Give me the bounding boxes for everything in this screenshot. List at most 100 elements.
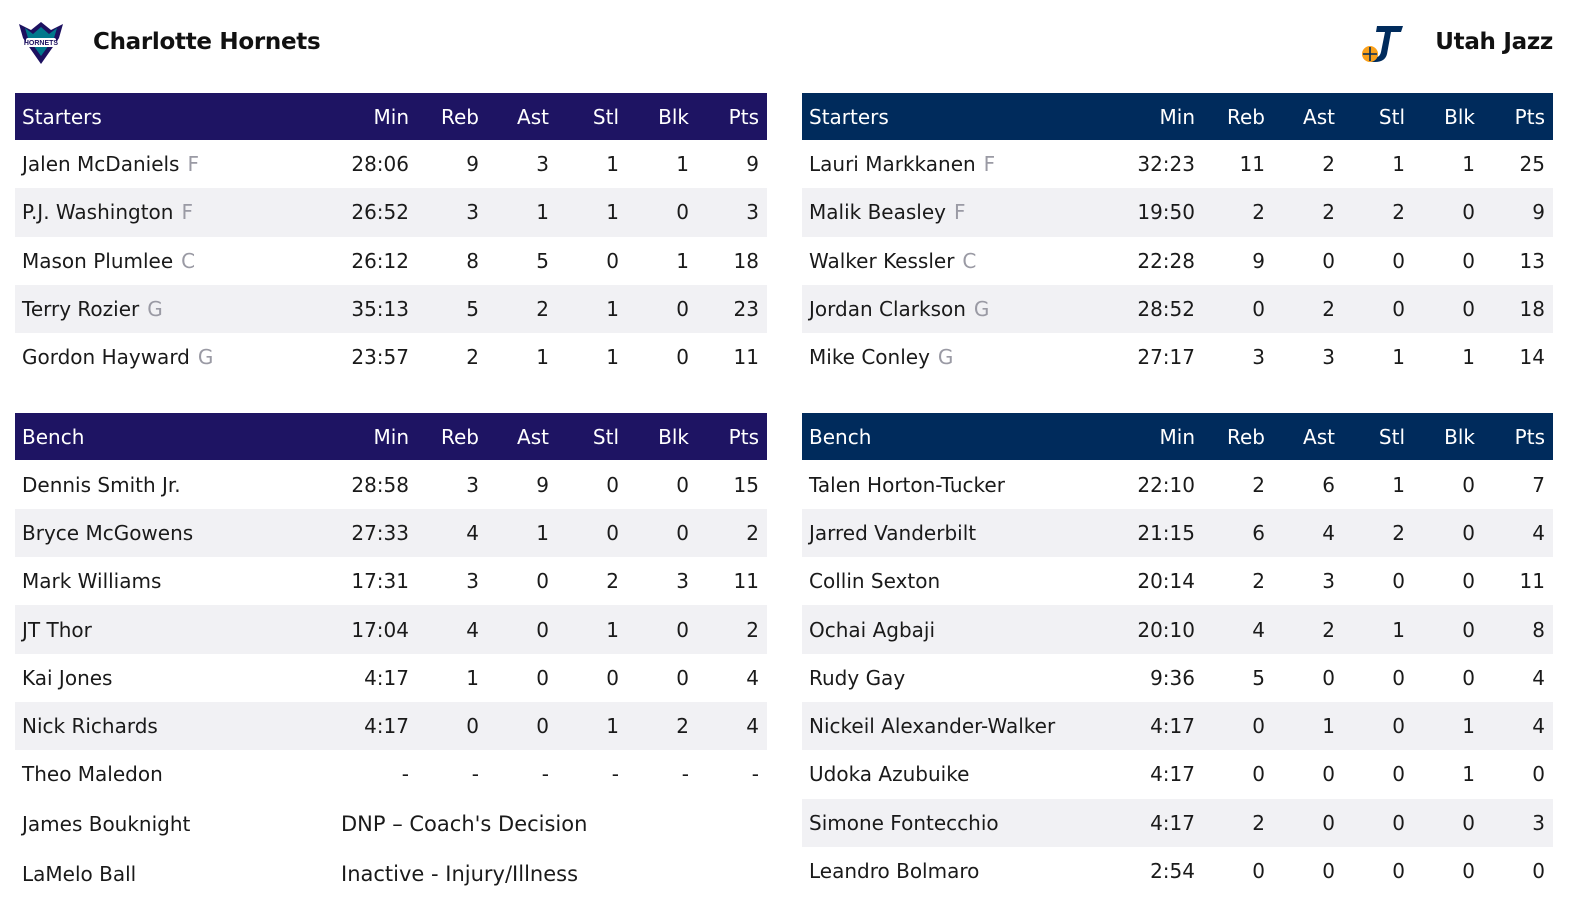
hornets-logo-icon[interactable]: HORNETS <box>15 16 67 68</box>
player-row[interactable]: P.J. Washington F 26:52 3 1 1 0 3 <box>15 188 767 237</box>
stat-blk: 0 <box>1462 859 1475 883</box>
player-name-link[interactable]: Jalen McDaniels <box>22 152 180 177</box>
player-name-link[interactable]: Kai Jones <box>22 665 113 690</box>
player-row[interactable]: Theo Maledon - - - - - - <box>15 750 767 798</box>
col-pts-header[interactable]: Pts <box>1483 413 1553 461</box>
col-reb-header[interactable]: Reb <box>1203 93 1273 140</box>
player-row[interactable]: Mark Williams 17:31 3 0 2 3 11 <box>15 557 767 605</box>
col-reb-header[interactable]: Reb <box>417 413 487 461</box>
player-position: F <box>187 152 199 177</box>
home-team-name[interactable]: Charlotte Hornets <box>93 29 321 55</box>
col-stl-header[interactable]: Stl <box>557 93 627 140</box>
player-name-link[interactable]: Walker Kessler <box>809 248 955 273</box>
player-row[interactable]: JT Thor 17:04 4 0 1 0 2 <box>15 605 767 654</box>
player-name-link[interactable]: Collin Sexton <box>809 569 941 594</box>
col-pts-header[interactable]: Pts <box>697 413 767 461</box>
player-row[interactable]: Simone Fontecchio 4:17 2 0 0 0 3 <box>802 798 1553 847</box>
player-row[interactable]: Walker Kessler C 22:28 9 0 0 0 13 <box>802 237 1553 285</box>
stat-blk: 0 <box>627 508 697 558</box>
player-name-link[interactable]: Jordan Clarkson <box>809 297 966 322</box>
player-row[interactable]: Mike Conley G 27:17 3 3 1 1 14 <box>802 333 1553 381</box>
player-name-link[interactable]: Terry Rozier <box>22 297 140 322</box>
col-pts-header[interactable]: Pts <box>697 93 767 140</box>
player-name-link[interactable]: Theo Maledon <box>22 762 163 787</box>
player-row[interactable]: Talen Horton-Tucker 22:10 2 6 1 0 7 <box>802 460 1553 508</box>
col-blk-header[interactable]: Blk <box>1413 93 1483 140</box>
player-row[interactable]: Jarred Vanderbilt 21:15 6 4 2 0 4 <box>802 508 1553 558</box>
player-name-link[interactable]: Gordon Hayward <box>22 345 190 370</box>
player-row[interactable]: Udoka Azubuike 4:17 0 0 0 1 0 <box>802 750 1553 798</box>
player-name-link[interactable]: Lauri Markkanen <box>809 152 976 177</box>
player-row[interactable]: Terry Rozier G 35:13 5 2 1 0 23 <box>15 284 767 334</box>
player-name-link[interactable]: James Bouknight <box>22 811 191 836</box>
player-row[interactable]: Dennis Smith Jr. 28:58 3 9 0 0 15 <box>15 460 767 508</box>
stat-reb: 0 <box>1203 284 1273 334</box>
player-name-link[interactable]: Bryce McGowens <box>22 520 194 545</box>
jazz-logo-icon[interactable] <box>1357 16 1409 68</box>
player-row[interactable]: Leandro Bolmaro 2:54 0 0 0 0 0 <box>802 847 1553 895</box>
col-stl-header[interactable]: Stl <box>1343 93 1413 140</box>
player-row[interactable]: Rudy Gay 9:36 5 0 0 0 4 <box>802 654 1553 702</box>
col-blk-header[interactable]: Blk <box>627 93 697 140</box>
player-row[interactable]: Ochai Agbaji 20:10 4 2 1 0 8 <box>802 605 1553 654</box>
col-ast-header[interactable]: Ast <box>487 413 557 461</box>
player-name-link[interactable]: Dennis Smith Jr. <box>22 472 181 497</box>
player-name-link[interactable]: Jarred Vanderbilt <box>809 520 977 545</box>
player-row[interactable]: Jalen McDaniels F 28:06 9 3 1 1 9 <box>15 140 767 188</box>
player-name-link[interactable]: P.J. Washington <box>22 200 174 225</box>
player-row[interactable]: Collin Sexton 20:14 2 3 0 0 11 <box>802 557 1553 605</box>
col-ast-header[interactable]: Ast <box>1273 413 1343 461</box>
stat-min: 20:14 <box>1137 569 1195 594</box>
stat-stl: 0 <box>1392 859 1405 883</box>
player-row[interactable]: Malik Beasley F 19:50 2 2 2 0 9 <box>802 188 1553 237</box>
stat-pts: 3 <box>697 188 767 237</box>
col-blk-header[interactable]: Blk <box>627 413 697 461</box>
col-min-header[interactable]: Min <box>1127 93 1203 140</box>
player-name-link[interactable]: Ochai Agbaji <box>809 617 936 642</box>
player-name-link[interactable]: Mike Conley <box>809 345 930 370</box>
player-name-link[interactable]: Mark Williams <box>22 569 162 594</box>
col-reb-header[interactable]: Reb <box>417 93 487 140</box>
player-position: C <box>962 248 977 273</box>
player-name-link[interactable]: Nick Richards <box>22 714 158 739</box>
player-name-link[interactable]: LaMelo Ball <box>22 861 137 886</box>
player-name-link[interactable]: Rudy Gay <box>809 665 906 690</box>
col-stl-header[interactable]: Stl <box>1343 413 1413 461</box>
player-name-link[interactable]: Nickeil Alexander-Walker <box>809 714 1056 739</box>
col-stl-header[interactable]: Stl <box>557 413 627 461</box>
player-row[interactable]: Kai Jones 4:17 1 0 0 0 4 <box>15 654 767 702</box>
player-name-link[interactable]: Mason Plumlee <box>22 248 174 273</box>
player-row[interactable]: Nick Richards 4:17 0 0 1 2 4 <box>15 701 767 751</box>
player-name-link[interactable]: Leandro Bolmaro <box>809 859 980 883</box>
inactive-player-row[interactable]: LaMelo Ball Inactive - Injury/Illness <box>15 849 767 897</box>
stat-stl: 1 <box>1343 605 1413 654</box>
col-pts-header[interactable]: Pts <box>1483 93 1553 140</box>
player-row[interactable]: Lauri Markkanen F 32:23 11 2 1 1 25 <box>802 140 1553 188</box>
stat-stl: 2 <box>606 569 619 594</box>
col-min-header[interactable]: Min <box>341 93 417 140</box>
col-ast-header[interactable]: Ast <box>1273 93 1343 140</box>
player-row[interactable]: Jordan Clarkson G 28:52 0 2 0 0 18 <box>802 284 1553 334</box>
player-name-link[interactable]: Udoka Azubuike <box>809 762 970 787</box>
stat-blk: 0 <box>676 665 689 690</box>
col-min-header[interactable]: Min <box>341 413 417 461</box>
away-team-name[interactable]: Utah Jazz <box>1435 29 1553 55</box>
home-team-header: HORNETS Charlotte Hornets <box>15 14 321 70</box>
player-row[interactable]: Bryce McGowens 27:33 4 1 0 0 2 <box>15 508 767 558</box>
col-min-header[interactable]: Min <box>1127 413 1203 461</box>
player-name-link[interactable]: JT Thor <box>22 617 92 642</box>
stat-stl: 1 <box>1392 472 1405 497</box>
player-row[interactable]: Nickeil Alexander-Walker 4:17 0 1 0 1 4 <box>802 701 1553 751</box>
col-blk-header[interactable]: Blk <box>1413 413 1483 461</box>
col-reb-header[interactable]: Reb <box>1203 413 1273 461</box>
player-row[interactable]: Mason Plumlee C 26:12 8 5 0 1 18 <box>15 237 767 285</box>
player-row[interactable]: Gordon Hayward G 23:57 2 1 1 0 11 <box>15 333 767 381</box>
player-name-link[interactable]: Malik Beasley <box>809 200 946 225</box>
player-name-link[interactable]: Simone Fontecchio <box>809 810 999 835</box>
player-name-link[interactable]: Talen Horton-Tucker <box>809 472 1005 497</box>
player-position: F <box>983 152 996 177</box>
inactive-player-row[interactable]: James Bouknight DNP – Coach's Decision <box>15 798 767 849</box>
col-ast-header[interactable]: Ast <box>487 93 557 140</box>
stat-ast: 1 <box>1273 701 1343 751</box>
stat-pts: 11 <box>733 569 759 594</box>
